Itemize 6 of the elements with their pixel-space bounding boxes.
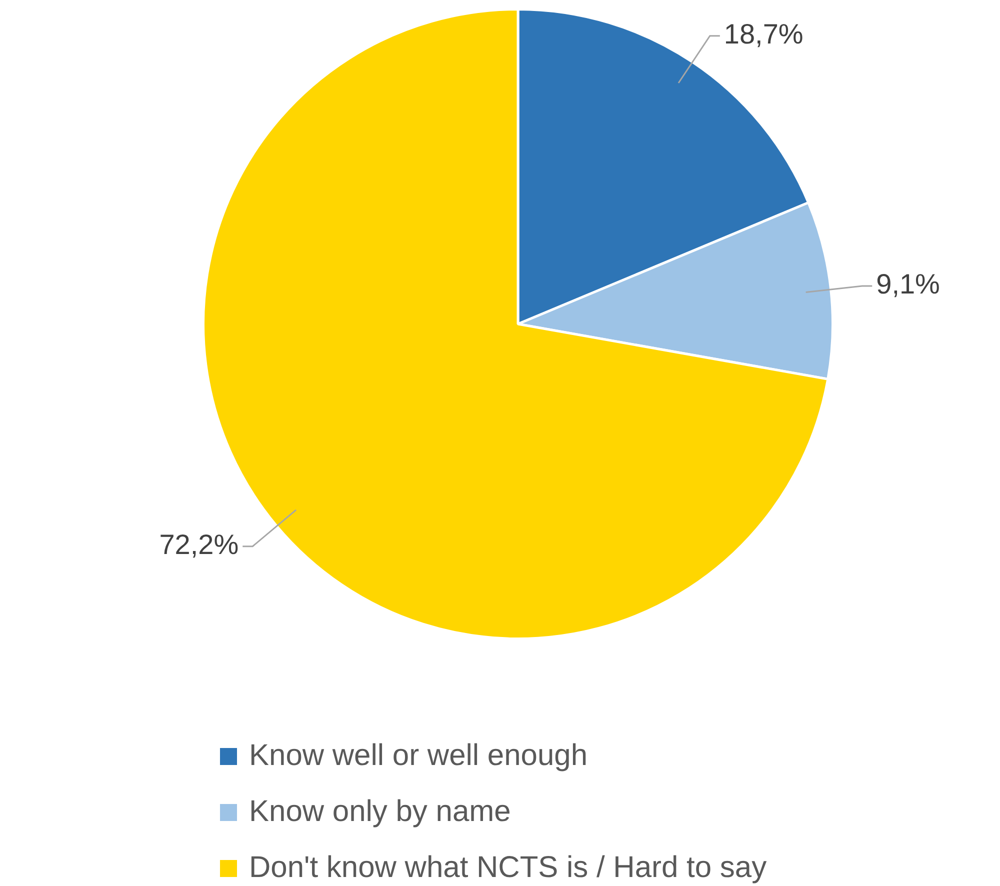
legend-label: Know well or well enough [249,739,588,773]
data-label: 9,1% [876,268,940,300]
legend-label: Know only by name [249,795,511,829]
data-label: 72,2% [159,529,239,560]
data-label: 18,7% [724,18,804,50]
legend-label: Don't know what NCTS is / Hard to say [249,851,767,885]
